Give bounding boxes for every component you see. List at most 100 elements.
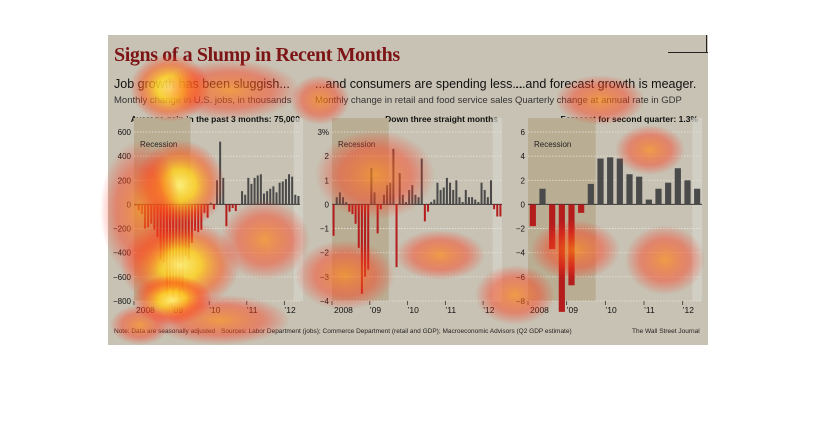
data-bar — [486, 197, 489, 205]
data-bar — [436, 182, 439, 205]
data-bar — [367, 204, 370, 270]
x-tick-label: 2008 — [136, 305, 155, 315]
data-bar — [215, 180, 219, 205]
data-bar — [253, 177, 256, 205]
data-bar — [458, 197, 461, 205]
data-bar — [376, 204, 379, 234]
data-bar — [607, 157, 614, 205]
data-bar — [471, 197, 474, 205]
data-bar — [291, 176, 294, 205]
data-bar — [338, 192, 341, 205]
x-tick-label: ’12 — [483, 305, 495, 315]
x-tick-label: ’12 — [683, 305, 695, 315]
data-bar — [262, 193, 265, 205]
data-bar — [172, 204, 175, 301]
data-bar — [143, 204, 146, 229]
data-bar — [578, 204, 585, 213]
y-tick-label: 200 — [118, 176, 132, 185]
data-bar — [489, 180, 492, 205]
data-bar — [162, 204, 165, 263]
data-bar — [370, 168, 373, 205]
data-bar — [665, 182, 672, 205]
x-tick-label: ’11 — [445, 305, 456, 315]
data-bar — [140, 204, 143, 215]
data-bar — [420, 158, 423, 205]
data-bar — [156, 204, 159, 238]
data-bar — [206, 204, 209, 218]
data-bar — [430, 202, 433, 205]
y-tick-label: −4 — [516, 249, 526, 258]
data-bar — [241, 191, 244, 205]
data-bar — [655, 188, 662, 205]
y-tick-label: −600 — [113, 273, 132, 282]
data-bar — [354, 204, 357, 224]
data-bar — [219, 141, 222, 205]
data-bar — [275, 192, 278, 205]
data-bar — [382, 194, 385, 205]
data-bar — [694, 188, 701, 205]
data-bar — [234, 204, 237, 212]
y-tick-label: 3% — [317, 128, 329, 137]
data-bar — [259, 174, 262, 205]
data-bar — [190, 204, 193, 244]
data-bar — [439, 189, 442, 205]
y-tick-label: 0 — [521, 200, 526, 209]
data-bar — [247, 177, 250, 205]
data-bar — [342, 197, 345, 205]
data-bar — [636, 176, 643, 205]
recent-period-shade — [692, 118, 702, 301]
data-bar — [539, 188, 546, 205]
y-tick-label: 0 — [325, 200, 330, 209]
data-bar — [184, 204, 187, 257]
data-bar — [464, 189, 467, 205]
data-bar — [281, 181, 284, 205]
data-bar — [147, 204, 150, 228]
data-bar — [684, 180, 691, 205]
data-bar — [461, 202, 464, 205]
y-tick-label: 4 — [521, 152, 526, 161]
data-bar — [395, 204, 398, 268]
data-bar — [379, 204, 382, 210]
data-bar — [222, 177, 225, 205]
data-bar — [411, 185, 414, 205]
data-bar — [165, 204, 168, 295]
data-bar — [272, 186, 275, 205]
data-bar — [408, 189, 411, 205]
y-tick-label: −4 — [320, 297, 330, 306]
corner-mark — [668, 52, 708, 53]
data-bar — [197, 204, 200, 233]
x-tick-label: 2008 — [334, 305, 353, 315]
data-bar — [401, 194, 404, 205]
data-bar — [212, 204, 215, 210]
data-bar — [288, 174, 291, 205]
data-bar — [297, 195, 300, 205]
data-bar — [137, 204, 140, 211]
data-bar — [153, 204, 156, 230]
data-bar — [200, 204, 203, 230]
recession-label: Recession — [534, 140, 571, 149]
data-bar — [496, 204, 499, 217]
x-tick-label: ’10 — [605, 305, 617, 315]
data-bar — [348, 204, 351, 212]
panel-3-band-value: 1.3% — [678, 114, 698, 124]
data-bar — [568, 204, 575, 286]
y-tick-label: −6 — [516, 273, 526, 282]
data-bar — [332, 204, 335, 236]
data-bar — [433, 199, 436, 205]
data-bar — [187, 204, 190, 260]
data-bar — [351, 204, 354, 215]
data-bar — [626, 174, 633, 205]
x-tick-label: ’09 — [172, 305, 184, 315]
data-bar — [645, 199, 652, 205]
data-bar — [449, 182, 452, 205]
data-bar — [294, 194, 297, 205]
bar-charts: Recession6004002000−200−400−600−8002008’… — [113, 118, 702, 315]
chart-graphic: Signs of a Slump in Recent Months Job gr… — [108, 35, 708, 345]
data-bar — [278, 182, 281, 205]
panel-2-title: ...and consumers are spending less... — [315, 77, 523, 91]
x-tick-label: ’12 — [284, 305, 296, 315]
recent-period-shade — [293, 118, 304, 301]
x-tick-label: ’10 — [408, 305, 420, 315]
y-tick-label: −1 — [320, 225, 330, 234]
